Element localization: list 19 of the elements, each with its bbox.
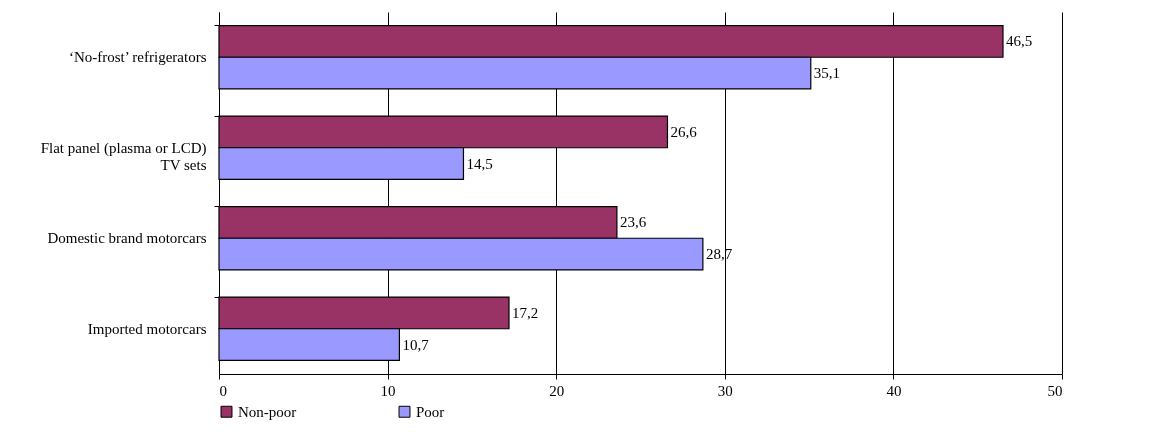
- data-label: 23,6: [619, 214, 647, 231]
- legend-label: Poor: [416, 403, 445, 420]
- data-label: 46,5: [1005, 33, 1033, 50]
- x-tick-label: 10: [380, 382, 396, 399]
- x-tick-label: 20: [549, 382, 565, 399]
- y-tick-label: ‘No-frost’ refrigerators: [68, 49, 207, 66]
- data-label: 26,6: [670, 123, 698, 140]
- legend-label: Non-poor: [238, 403, 297, 420]
- x-tick-label: 0: [219, 382, 227, 399]
- y-tick-label: Imported motorcars: [87, 320, 207, 337]
- x-tick-label: 30: [717, 382, 733, 399]
- data-label: 14,5: [466, 155, 493, 172]
- x-tick-label: 50: [1047, 382, 1063, 399]
- data-label: 35,1: [813, 65, 841, 82]
- y-tick-label: Domestic brand motorcars: [47, 230, 207, 247]
- data-label: 10,7: [402, 336, 430, 353]
- y-tick-label: Flat panel (plasma or LCD) TV sets: [40, 139, 207, 173]
- x-tick-label: 40: [886, 382, 902, 399]
- data-label: 17,2: [511, 304, 539, 321]
